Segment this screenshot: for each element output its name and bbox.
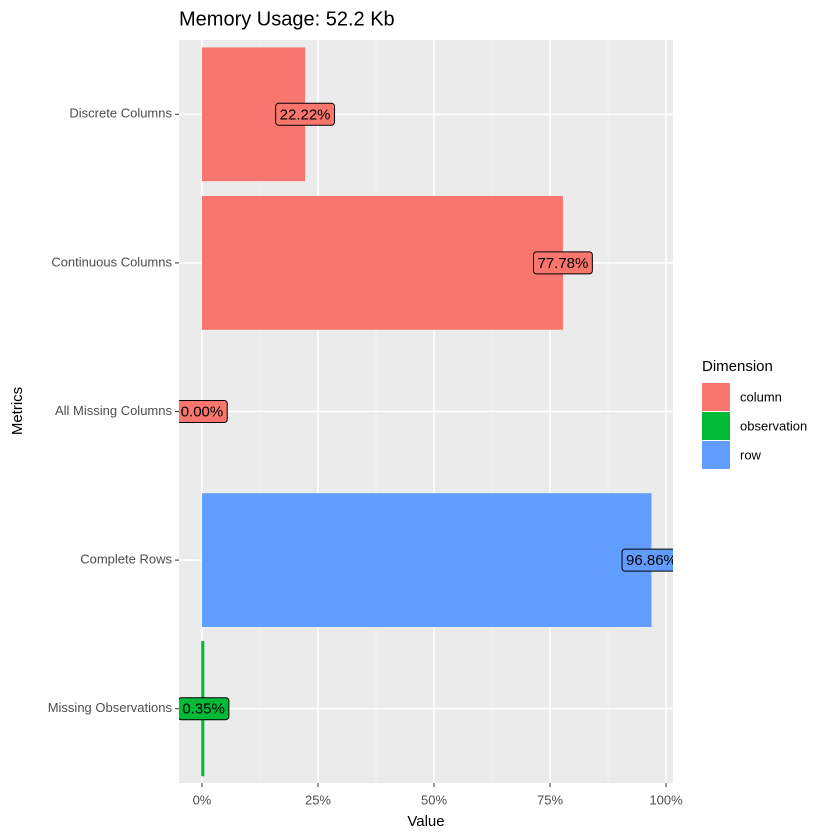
value-label-box: [621, 548, 673, 572]
value-label-box: [179, 697, 230, 721]
chart-title: Memory Usage: 52.2 Kb: [179, 8, 395, 30]
value-label-box: [275, 102, 336, 126]
x-tick-label: 50%: [421, 792, 447, 807]
y-tick-label: Complete Rows: [80, 552, 172, 567]
x-axis-title: Value: [407, 813, 444, 830]
value-label-box: [532, 251, 593, 275]
y-tick-label: Continuous Columns: [51, 254, 172, 269]
x-tick-label: 100%: [649, 792, 683, 807]
bar: [201, 493, 652, 627]
legend: column observation row: [702, 383, 807, 469]
axes: 0% 25% 50% 75% 100% Discrete Columns Continuou…: [48, 106, 683, 808]
legend-label: row: [740, 447, 762, 462]
legend-title: Dimension: [702, 358, 773, 375]
x-tick-label: 25%: [305, 792, 331, 807]
legend-key: [702, 441, 730, 469]
legend-label: observation: [740, 418, 807, 433]
value-label: 0.00%: [181, 403, 224, 420]
value-label: 96.86%: [626, 552, 677, 569]
marks: 22.22% 77.78% 0.00% 0.35% 96.86%: [179, 47, 677, 777]
y-tick-label: Missing Observations: [48, 700, 173, 715]
value-label: 77.78%: [537, 255, 588, 272]
y-tick-label: Discrete Columns: [69, 106, 172, 121]
x-tick-label: 75%: [537, 792, 563, 807]
legend-label: column: [740, 389, 782, 404]
x-tick-label: 0%: [193, 792, 212, 807]
y-tick-label: All Missing Columns: [55, 403, 173, 418]
bar: [201, 196, 563, 330]
value-label-box: [179, 400, 228, 423]
y-axis-title: Metrics: [9, 387, 26, 435]
legend-key: [702, 383, 730, 411]
legend-key: [702, 412, 730, 440]
value-label: 22.22%: [280, 106, 331, 123]
value-label: 0.35%: [182, 701, 225, 718]
